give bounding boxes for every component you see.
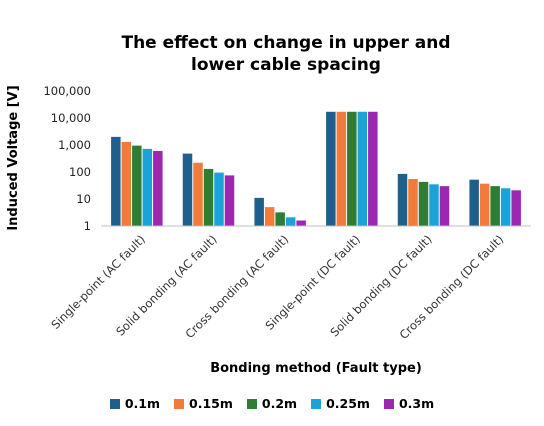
y-tick-label: 10,000 [51,111,91,125]
bar [264,207,275,226]
bar [490,186,500,226]
bar [214,172,224,226]
bar [511,190,521,226]
legend-label: 0.25m [326,396,370,411]
legend-swatch [109,398,120,409]
bar [193,162,203,226]
legend-label: 0.2m [261,396,298,411]
bar [479,183,490,226]
bar [418,181,429,226]
y-tick-label: 100,000 [43,84,91,98]
y-tick-label: 100 [69,165,91,179]
bar [347,111,357,226]
legend-item: 0.2m [246,396,298,411]
x-axis-labels: Single-point (AC fault)Solid bonding (AC… [48,232,506,342]
legend-item: 0.3m [383,396,435,411]
chart-title-line-1: The effect on change in upper and [121,33,450,53]
legend-label: 0.3m [398,396,435,411]
bar [397,173,408,226]
legend-item: 0.1m [109,396,161,411]
bar [429,184,439,226]
bar [469,179,479,226]
bar [182,153,193,226]
y-axis-title: Induced Voltage [V] [6,85,21,230]
y-axis-ticks: 1 10 100 1,000 10,000 100,000 [43,84,91,233]
legend-label: 0.15m [189,396,233,411]
bar [326,111,336,226]
bar [500,188,511,226]
x-axis-title: Bonding method (Fault type) [210,361,422,376]
chart-title-line-2: lower cable spacing [191,55,381,75]
bar [368,111,378,226]
bar [203,168,214,226]
legend-label: 0.1m [124,396,161,411]
legend-swatch [383,398,394,409]
y-tick-label: 10 [76,192,91,206]
legend: 0.1m 0.15m 0.2m 0.25m 0.3m [0,396,544,411]
bar [357,111,368,226]
bar [296,220,306,226]
bar [224,175,235,226]
legend-swatch [311,398,322,409]
legend-item: 0.25m [311,396,370,411]
bar [153,150,163,226]
bar [142,148,153,226]
bar [132,145,142,226]
legend-swatch [174,398,185,409]
bar [336,111,347,226]
bar [439,186,450,226]
bar [275,212,285,226]
bars [111,111,521,226]
bar [408,179,418,226]
legend-swatch [246,398,257,409]
y-tick-label: 1,000 [58,138,91,152]
bar [254,197,264,226]
y-tick-label: 1 [84,219,91,233]
bar [111,136,121,226]
bar [121,141,132,226]
legend-item: 0.15m [174,396,233,411]
bar [285,217,296,226]
